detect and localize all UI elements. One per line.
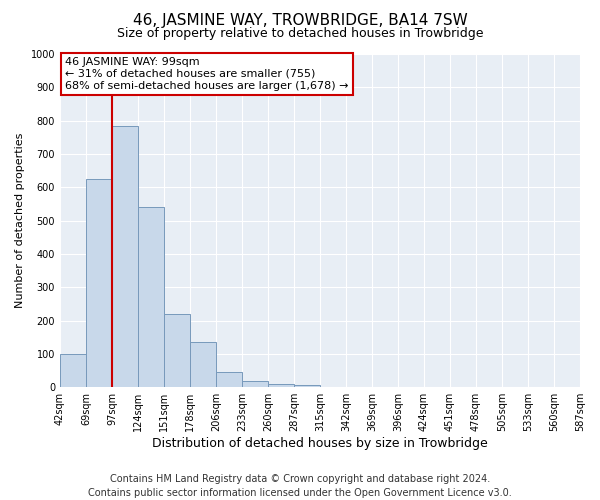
Bar (216, 372, 242, 387)
Text: Size of property relative to detached houses in Trowbridge: Size of property relative to detached ho… (117, 28, 483, 40)
Bar (138, 208, 164, 387)
Bar (190, 342, 216, 387)
Text: 46 JASMINE WAY: 99sqm
← 31% of detached houses are smaller (755)
68% of semi-det: 46 JASMINE WAY: 99sqm ← 31% of detached … (65, 58, 349, 90)
Bar (112, 126, 138, 387)
X-axis label: Distribution of detached houses by size in Trowbridge: Distribution of detached houses by size … (152, 437, 488, 450)
Bar (60, 354, 86, 387)
Bar (294, 384, 320, 387)
Y-axis label: Number of detached properties: Number of detached properties (15, 133, 25, 308)
Bar (268, 384, 294, 387)
Bar (86, 179, 112, 387)
Bar (164, 314, 190, 387)
Bar (242, 381, 268, 387)
Text: Contains HM Land Registry data © Crown copyright and database right 2024.
Contai: Contains HM Land Registry data © Crown c… (88, 474, 512, 498)
Text: 46, JASMINE WAY, TROWBRIDGE, BA14 7SW: 46, JASMINE WAY, TROWBRIDGE, BA14 7SW (133, 12, 467, 28)
